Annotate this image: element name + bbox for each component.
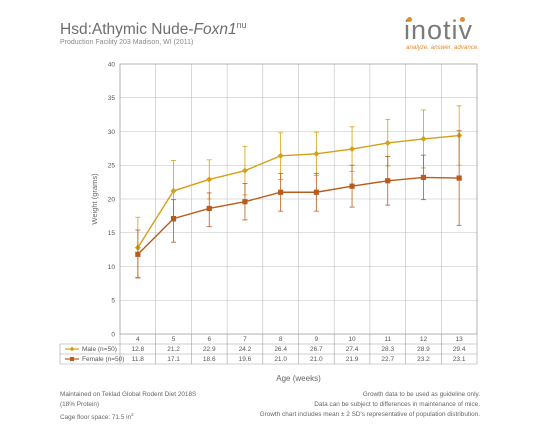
- data-label: 22.9: [203, 346, 216, 353]
- data-point: [384, 139, 391, 146]
- data-label: 23.2: [417, 356, 430, 363]
- y-tick-label: 30: [108, 129, 116, 136]
- data-point: [206, 176, 213, 183]
- guideline-line: Growth data to be used as guideline only…: [362, 391, 480, 398]
- data-label: 18.6: [203, 356, 216, 363]
- diet-notes: Maintained on Teklad Global Rodent Diet …: [60, 390, 196, 423]
- x-axis-label: Age (weeks): [276, 374, 321, 383]
- data-point: [242, 199, 248, 205]
- y-tick-label: 10: [108, 264, 116, 271]
- data-point: [385, 178, 391, 184]
- guideline-notes: Growth data to be used as guideline only…: [260, 390, 480, 420]
- data-point: [206, 205, 212, 212]
- data-point: [170, 187, 177, 194]
- legend-marker: [70, 357, 74, 361]
- title-gene: Foxn1: [193, 21, 237, 39]
- y-tick-label: 40: [108, 61, 116, 68]
- data-point: [420, 135, 427, 142]
- legend-label: Male (n=50): [82, 346, 117, 353]
- x-tick-label: 4: [136, 336, 140, 343]
- data-point: [313, 189, 319, 195]
- series-line: [137, 134, 460, 248]
- data-label: 24.2: [239, 346, 252, 353]
- data-label: 26.4: [274, 346, 287, 353]
- data-point: [170, 215, 177, 222]
- data-label: 26.7: [310, 346, 323, 353]
- y-tick-label: 5: [111, 298, 115, 305]
- y-tick-label: 25: [108, 163, 116, 170]
- data-point: [241, 167, 248, 174]
- data-label: 27.4: [346, 346, 359, 353]
- data-point: [420, 174, 427, 180]
- data-point: [313, 150, 320, 157]
- inotiv-logo: inotiv analyze. answer. advance.: [404, 16, 486, 52]
- data-point: [278, 189, 284, 195]
- data-label: 29.4: [453, 346, 466, 353]
- chart-title: Hsd:Athymic Nude-Foxn1nu: [60, 20, 247, 39]
- cage-space-superscript: 2: [131, 412, 134, 417]
- x-tick-label: 10: [348, 336, 356, 343]
- legend-marker: [69, 346, 75, 352]
- logo-dot-icon: [460, 17, 465, 22]
- cage-space-line: Cage floor space: 71.5 in2: [60, 412, 134, 422]
- data-point: [349, 183, 355, 189]
- legend-label: Female (n=50): [82, 356, 124, 363]
- data-label: 22.7: [381, 356, 394, 363]
- y-tick-label: 0: [111, 331, 115, 338]
- data-label: 21.0: [310, 356, 323, 363]
- x-tick-label: 8: [279, 336, 283, 343]
- x-tick-label: 5: [172, 336, 176, 343]
- data-label: 12.8: [132, 346, 145, 353]
- y-tick-label: 15: [108, 230, 116, 237]
- data-label: 21.0: [274, 356, 287, 363]
- chart-subtitle: Production Facility 203 Madison, WI (201…: [60, 39, 194, 46]
- x-tick-label: 12: [420, 336, 428, 343]
- y-axis-label: Weight (grams): [90, 173, 99, 225]
- data-point: [277, 152, 284, 159]
- x-tick-label: 6: [207, 336, 211, 343]
- series-line: [137, 176, 460, 255]
- data-label: 28.3: [381, 346, 394, 353]
- title-main: Hsd:Athymic Nude-: [60, 21, 194, 39]
- data-label: 11.8: [132, 356, 145, 363]
- maintenance-line: Data can be subject to differences in ma…: [314, 401, 480, 408]
- data-label: 19.6: [239, 356, 252, 363]
- protein-line: (18% Protein): [60, 401, 100, 408]
- logo-tagline: analyze. answer. advance.: [406, 44, 480, 51]
- diet-line: Maintained on Teklad Global Rodent Diet …: [60, 391, 197, 398]
- data-label: 21.2: [167, 346, 180, 353]
- logo-dot-icon: [407, 17, 412, 22]
- y-tick-label: 20: [108, 196, 116, 203]
- x-tick-label: 9: [315, 336, 319, 343]
- data-label: 21.9: [346, 356, 359, 363]
- data-point: [135, 251, 141, 257]
- data-label: 17.1: [167, 356, 180, 363]
- x-tick-label: 13: [456, 336, 464, 343]
- x-tick-label: 7: [243, 336, 247, 343]
- y-tick-label: 35: [108, 95, 116, 102]
- sd-line: Growth chart includes mean ± 2 SD's repr…: [259, 411, 480, 418]
- data-label: 23.1: [453, 356, 466, 363]
- x-tick-label: 11: [384, 336, 391, 343]
- title-gene-superscript: nu: [236, 20, 247, 30]
- data-point: [349, 146, 356, 153]
- data-point: [456, 175, 462, 181]
- data-label: 28.9: [417, 346, 430, 353]
